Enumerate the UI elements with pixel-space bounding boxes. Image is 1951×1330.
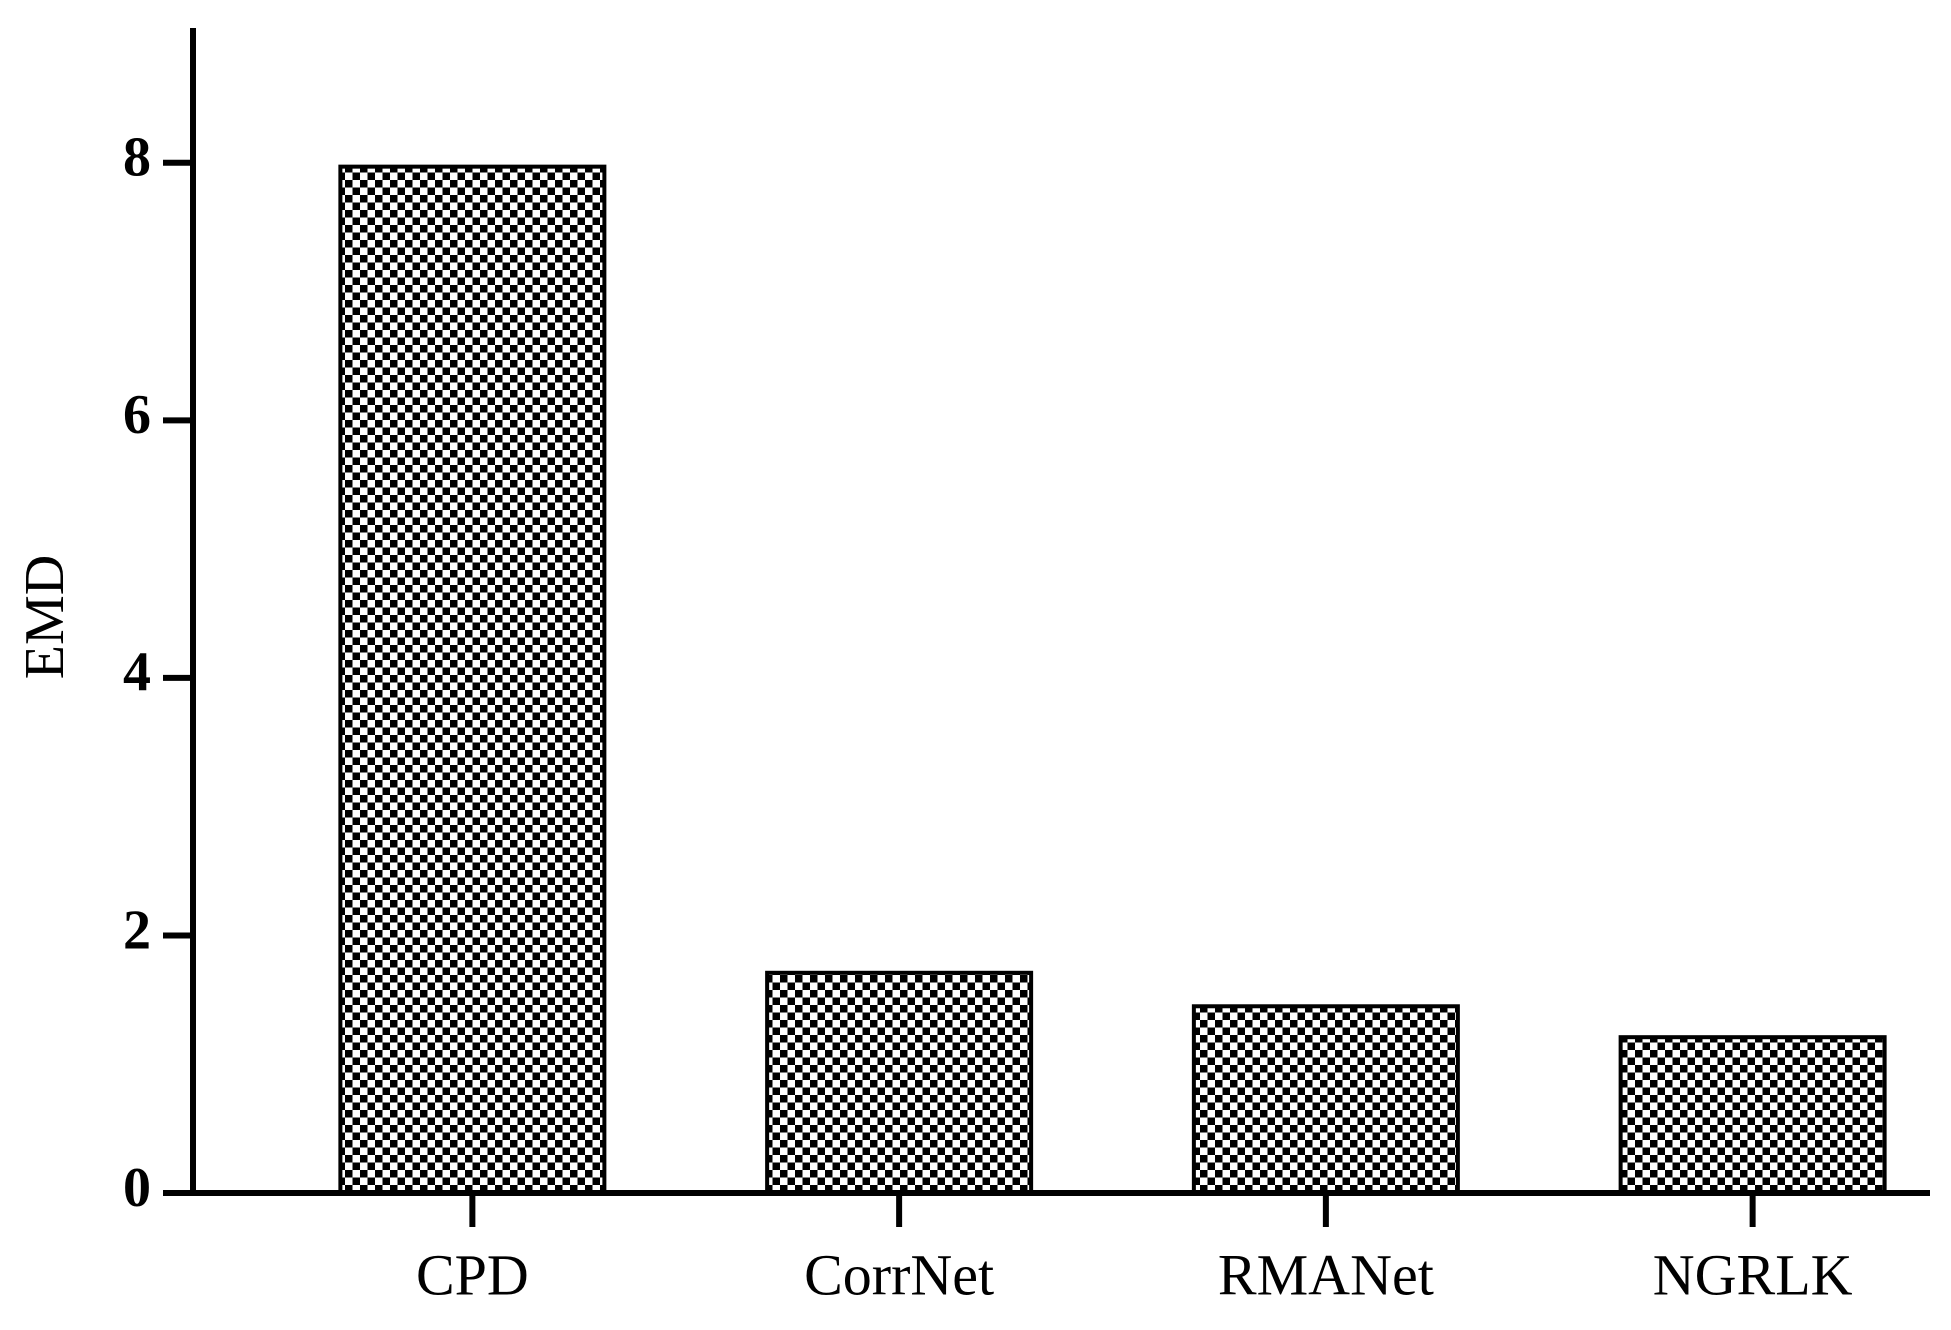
x-tick-label: CPD — [416, 1242, 529, 1307]
bar — [1191, 1004, 1460, 1195]
y-tick-label: 4 — [123, 642, 151, 704]
x-tick-label: CorrNet — [804, 1242, 994, 1307]
y-tick-label: 8 — [123, 127, 151, 189]
y-tick-label: 2 — [123, 899, 151, 961]
y-tick-label: 0 — [123, 1157, 151, 1219]
bar — [338, 164, 607, 1195]
y-tick-label: 6 — [123, 384, 151, 446]
bar — [1618, 1035, 1887, 1195]
y-axis-label: EMD — [14, 555, 76, 679]
x-tick-label: NGRLK — [1653, 1242, 1853, 1307]
x-tick-label: RMANet — [1218, 1242, 1434, 1307]
bar — [765, 970, 1034, 1195]
